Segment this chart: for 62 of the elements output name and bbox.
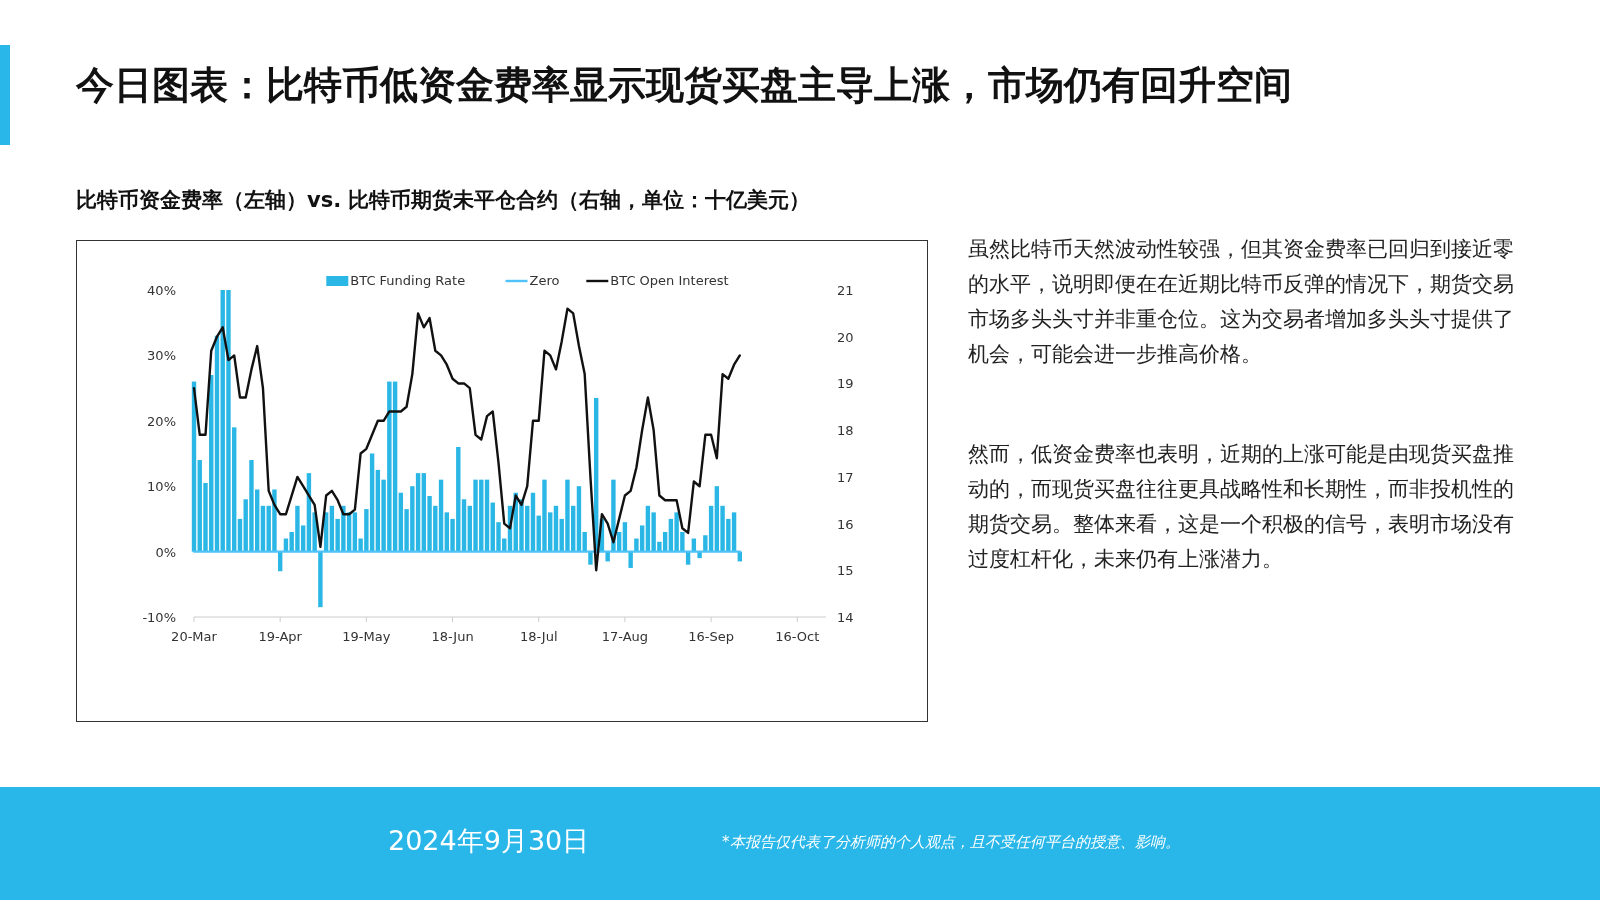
bar xyxy=(249,460,254,552)
bar xyxy=(720,505,725,552)
y2-tick-label: 19 xyxy=(837,376,854,392)
y2-tick-label: 15 xyxy=(837,563,854,579)
bar xyxy=(651,512,656,552)
y2-tick-label: 20 xyxy=(837,329,854,345)
bar xyxy=(605,551,610,562)
bar xyxy=(266,505,271,552)
bar xyxy=(433,505,438,552)
bar xyxy=(226,290,231,552)
bar xyxy=(628,551,633,568)
x-tick-label: 17-Aug xyxy=(601,629,649,644)
bar xyxy=(674,512,679,552)
x-tick-label: 18-Jun xyxy=(431,629,474,644)
chart-subtitle: 比特币资金费率（左轴）vs. 比特币期货未平仓合约（右轴，单位：十亿美元） xyxy=(76,187,811,214)
bar xyxy=(726,518,731,552)
bar xyxy=(295,505,300,552)
text: 然而，低资金费率也表明，近期的上涨可能是由现货买盘推动的，而现货买盘往往更具战略性和长期性，而非投机性的期货交易。整体来看，这是一个积极的信号，表明市场没有过度杠杆化，未来仍有上涨潜力。 xyxy=(968,441,1515,573)
bar xyxy=(582,531,587,552)
chart-title: 今日图表：比特币低资金费率显示现货买盘主导上涨，市场仍有回升空间 xyxy=(76,62,1292,109)
text: 虽然比特币天然波动性较强，但其资金费率已回归到接近零的水平，说明即便在在近期比特币反弹的情况下，期货交易市场多头头寸并非重仓位。这为交易者增加多头头寸提供了机会，可能会进一步推高价格。 xyxy=(968,236,1515,368)
y2-tick-label: 14 xyxy=(837,610,854,625)
bar xyxy=(496,522,501,552)
bar xyxy=(404,509,409,552)
y-tick-label: -10% xyxy=(142,610,176,625)
x-tick-label: 20-Mar xyxy=(171,629,218,644)
y-tick-label: 20% xyxy=(147,413,176,429)
bar xyxy=(473,479,478,552)
y2-tick-label: 18 xyxy=(837,423,854,439)
bar xyxy=(542,479,547,552)
bar xyxy=(364,509,369,552)
y2-tick-label: 21 xyxy=(837,283,854,298)
x-tick-label: 19-May xyxy=(342,629,391,644)
bar xyxy=(410,486,415,552)
bar xyxy=(289,531,294,552)
bar xyxy=(335,518,340,552)
bar xyxy=(565,479,570,552)
y-tick-label: 40% xyxy=(147,283,176,298)
x-tick-label: 16-Sep xyxy=(688,629,734,644)
bar xyxy=(588,551,593,565)
bar xyxy=(450,518,455,552)
y-tick-label: 0% xyxy=(155,544,176,560)
bar xyxy=(232,427,237,552)
text: 2024年9月30日 xyxy=(388,824,590,858)
bar xyxy=(318,551,323,608)
bar xyxy=(203,482,208,552)
bar xyxy=(427,496,432,552)
y2-tick-label: 16 xyxy=(837,516,854,532)
y2-tick-label: 17 xyxy=(837,469,854,485)
y-tick-label: 30% xyxy=(147,348,176,364)
x-tick-label: 18-Jul xyxy=(519,629,558,644)
text: *本报告仅代表了分析师的个人观点，且不受任何平台的授意、影响。 xyxy=(722,833,1180,852)
y-tick-label: 10% xyxy=(147,479,176,495)
x-tick-label: 16-Oct xyxy=(775,629,820,644)
x-tick-label: 19-Apr xyxy=(258,629,303,644)
legend-label: BTC Open Interest xyxy=(610,273,729,288)
bar xyxy=(387,381,392,552)
bar xyxy=(456,446,461,552)
legend-label: BTC Funding Rate xyxy=(350,273,466,288)
bar xyxy=(680,531,685,552)
legend-label: Zero xyxy=(529,273,560,288)
bar xyxy=(381,479,386,552)
